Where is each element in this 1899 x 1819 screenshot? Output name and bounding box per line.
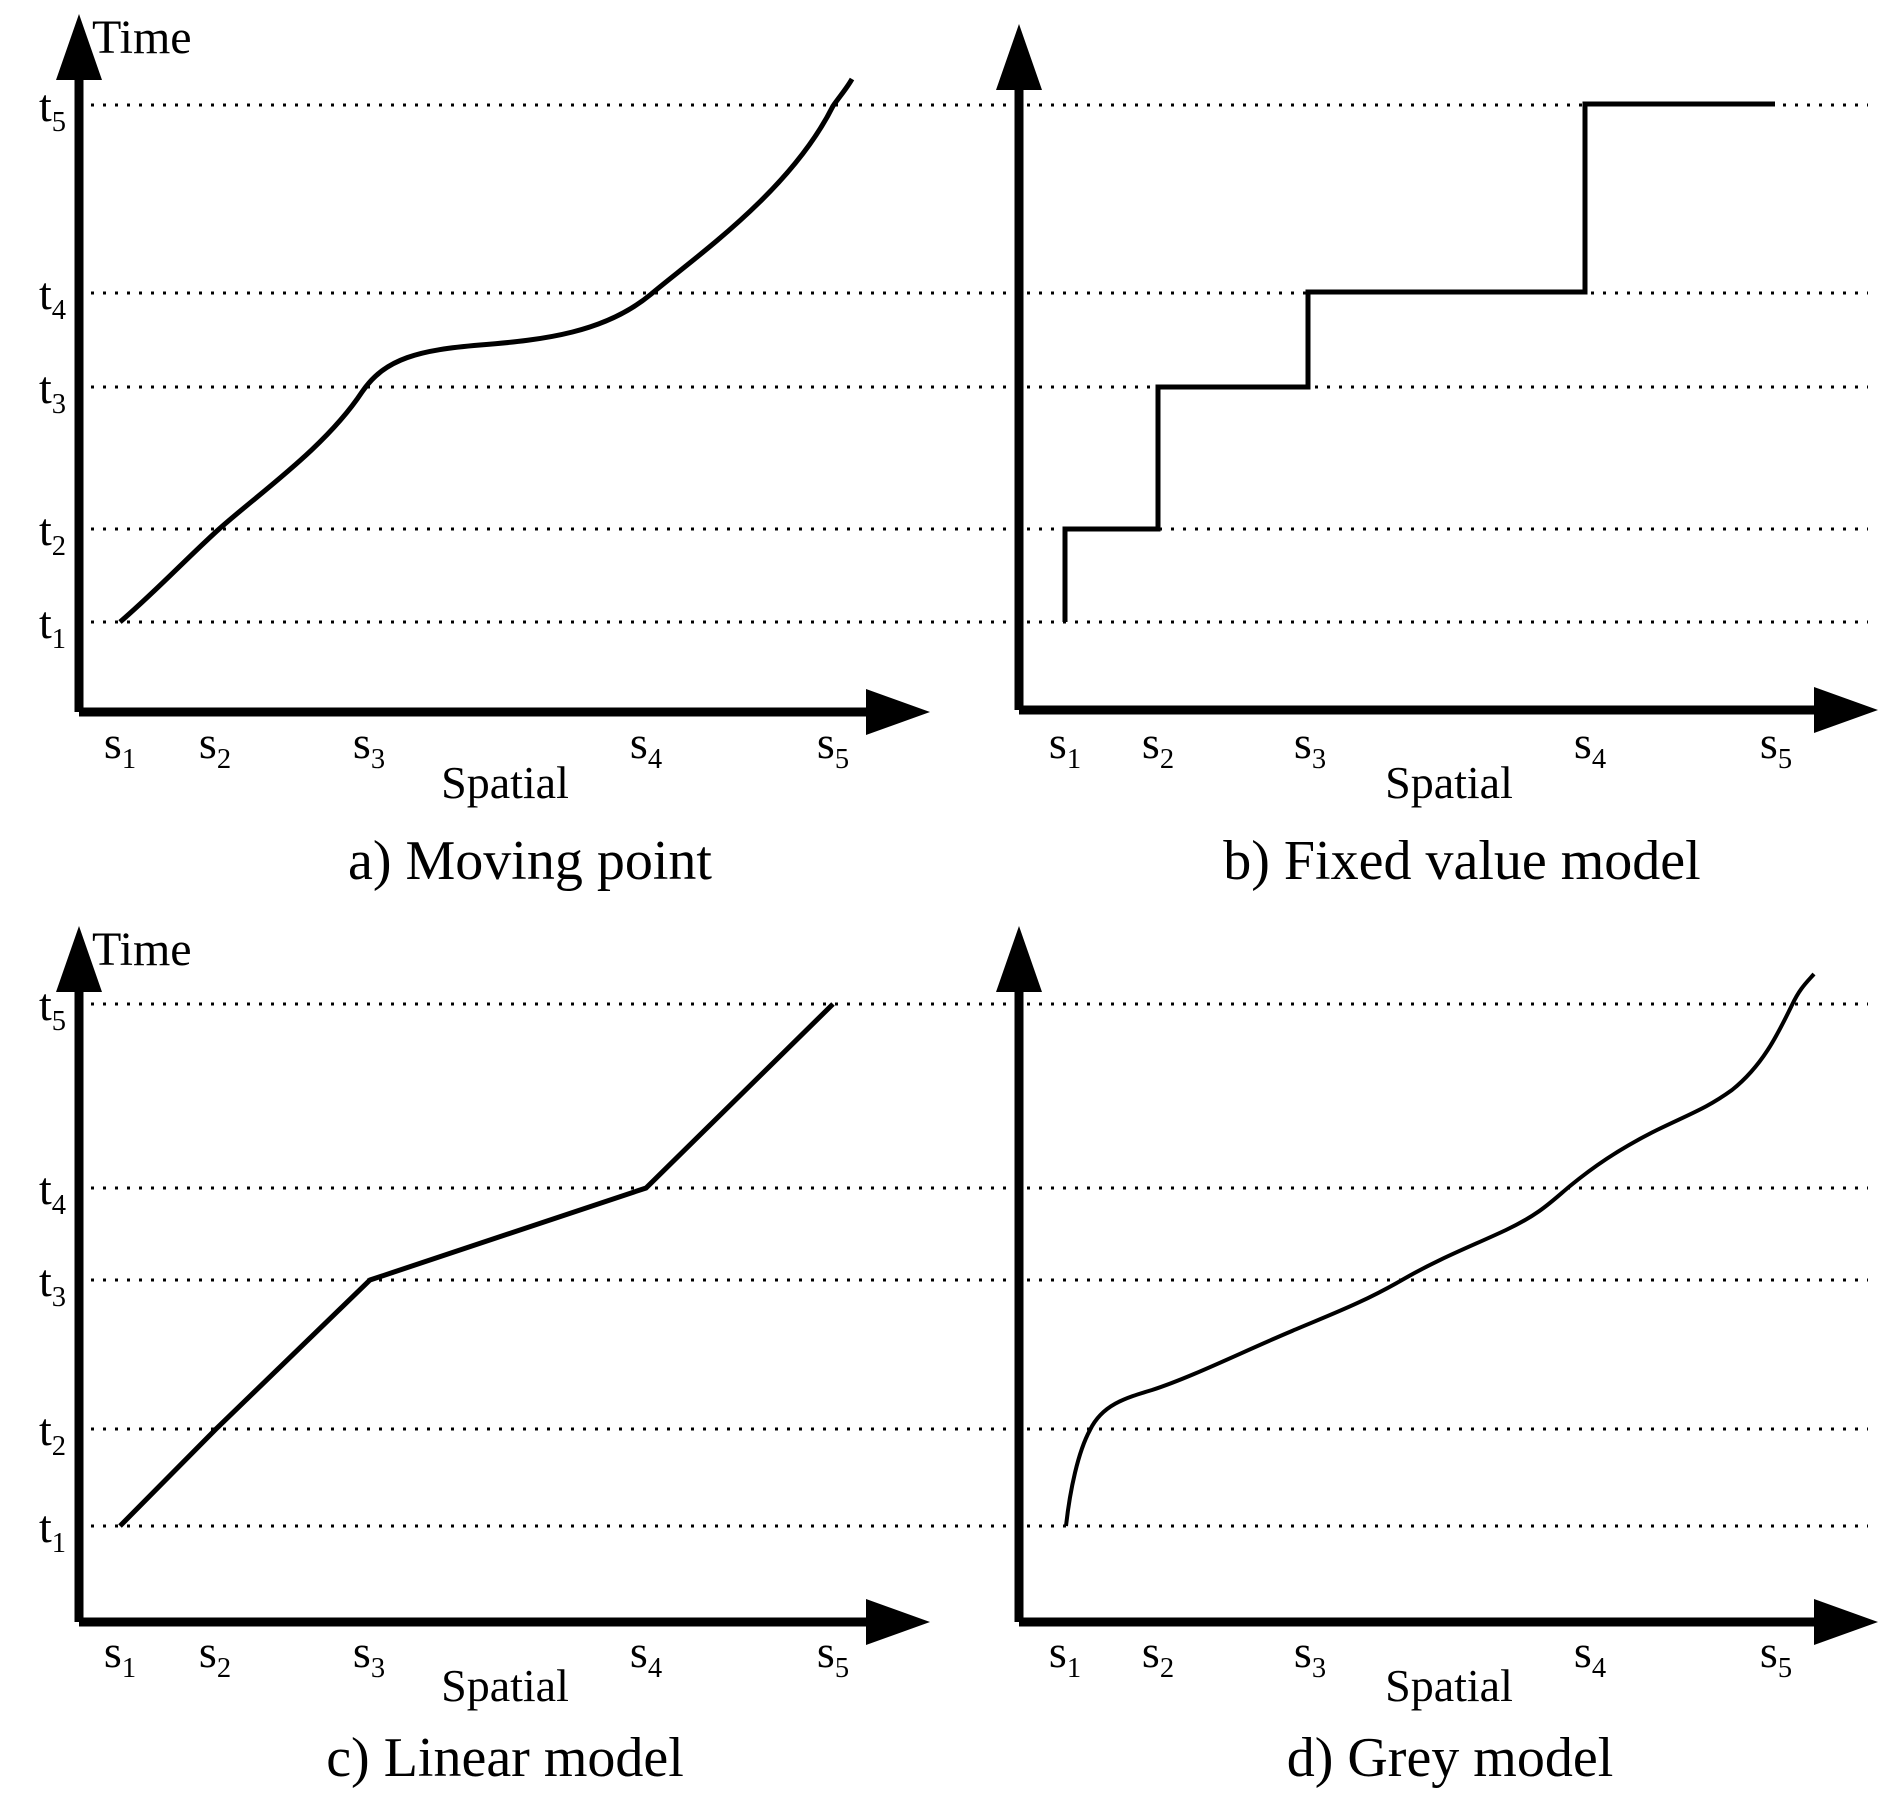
panel-c-polyline [118,1002,835,1528]
spatial-axis-title-c: Spatial [441,1660,569,1711]
panel-b-axes [996,24,1878,733]
time-tick-t3-top: t3 [38,362,66,421]
panel-caption-c: c) Linear model [326,1727,684,1789]
panel-caption-a: a) Moving point [348,830,712,892]
spatial-tick-s4-d: s4 [1573,1626,1607,1685]
spatial-tick-s2-a: s2 [198,717,232,776]
time-tick-t1-bottom: t1 [38,1501,66,1560]
spatial-tick-s1-b: s1 [1048,717,1082,776]
panel-a-axes [56,14,930,735]
spatial-tick-s3-d: s3 [1293,1626,1327,1685]
spatial-tick-s5-d: s5 [1759,1626,1793,1685]
panel-c-axes [56,926,930,1645]
spatial-tick-s3-c: s3 [352,1626,386,1685]
spatial-tick-s3-a: s3 [352,717,386,776]
panel-caption-b: b) Fixed value model [1223,830,1701,892]
spatial-tick-s3-b: s3 [1293,717,1327,776]
spatial-tick-s4-a: s4 [629,717,663,776]
panel-b-step [1062,101,1775,622]
spatial-tick-s5-a: s5 [816,717,850,776]
panel-d-axes [996,926,1878,1645]
spatial-tick-s2-c: s2 [198,1626,232,1685]
spatial-tick-s2-b: s2 [1141,717,1175,776]
time-tick-t2-bottom: t2 [38,1404,66,1463]
gridlines-bottom-row [79,1002,1868,1528]
spatial-tick-s4-b: s4 [1573,717,1607,776]
spatial-tick-s4-c: s4 [629,1626,663,1685]
time-tick-t2-top: t2 [38,504,66,563]
spatial-axis-title-a: Spatial [441,757,569,808]
spatial-axis-title-d: Spatial [1385,1660,1513,1711]
time-tick-t3-bottom: t3 [38,1255,66,1314]
time-axis-title-c: Time [92,923,192,976]
spatial-tick-s5-c: s5 [816,1626,850,1685]
time-tick-t4-top: t4 [38,268,66,327]
panel-d-curve [1064,972,1816,1527]
spatial-axis-title-b: Spatial [1385,757,1513,808]
gridlines-top-row [79,103,1868,624]
spatial-tick-s5-b: s5 [1759,717,1793,776]
time-axis-title-a: Time [92,11,192,64]
spatial-tick-s1-c: s1 [103,1626,137,1685]
time-tick-t5-bottom: t5 [38,979,66,1038]
spatial-tick-s2-d: s2 [1141,1626,1175,1685]
panel-caption-d: d) Grey model [1286,1727,1614,1789]
time-tick-t5-top: t5 [38,80,66,139]
spatial-tick-s1-a: s1 [103,717,137,776]
time-tick-t4-bottom: t4 [38,1163,66,1222]
spatial-tick-s1-d: s1 [1048,1626,1082,1685]
panel-a-curve [118,77,855,624]
time-tick-t1-top: t1 [38,597,66,656]
